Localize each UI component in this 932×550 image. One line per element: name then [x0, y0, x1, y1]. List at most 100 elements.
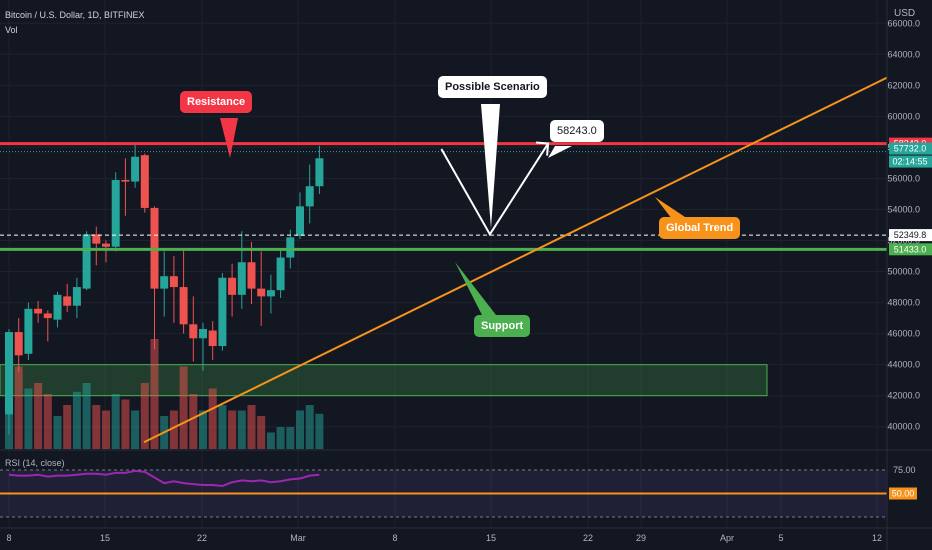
resistance-pointer: [220, 118, 238, 158]
time-tick-label: 5: [778, 533, 783, 543]
time-axis[interactable]: 8 15 22 Mar 8 15 22 29 Apr 5 12: [6, 533, 882, 543]
candle-body: [34, 308, 43, 314]
time-tick-label: 8: [392, 533, 397, 543]
candle-body: [72, 287, 81, 306]
price-badge-label: 52349.8: [894, 230, 927, 240]
volume-bar: [228, 410, 237, 449]
chart-title: Bitcoin / U.S. Dollar, 1D, BITFINEX: [5, 10, 145, 20]
candle-body: [24, 308, 33, 354]
rsi-badge: [889, 487, 917, 500]
candle-body: [121, 180, 130, 182]
time-tick-label: Mar: [290, 533, 306, 543]
grid: [0, 0, 887, 528]
scenario-path: [440, 142, 549, 237]
volume-bar: [102, 410, 110, 449]
rsi-line: [8, 469, 320, 487]
candle-body: [247, 262, 256, 289]
candle-body: [189, 324, 198, 339]
time-tick-label: 22: [583, 533, 593, 543]
price-badge-label: 51433.0: [894, 244, 927, 254]
rsi-badge-label: 50.00: [892, 489, 915, 499]
price-tick-label: 40000.0: [887, 422, 920, 432]
price-tick-label: 60000.0: [887, 111, 920, 121]
volume-bar: [121, 399, 130, 449]
price-tick-label: 62000.0: [887, 80, 920, 90]
global-trend-line: [143, 76, 888, 444]
candle-body: [102, 243, 110, 247]
candle-body: [208, 330, 217, 347]
volume-label: Vol: [5, 25, 18, 35]
price-tick-label: 48000.0: [887, 298, 920, 308]
candle-body: [131, 156, 140, 182]
volume-bar: [169, 410, 178, 449]
time-tick-label: Apr: [720, 533, 734, 543]
candle-body: [92, 234, 101, 244]
target-pointer: [548, 146, 572, 158]
candle-body: [63, 296, 72, 306]
candle-body: [5, 332, 13, 415]
price-tick-label: 54000.0: [887, 204, 920, 214]
time-tick-label: 12: [872, 533, 882, 543]
candle-body: [53, 294, 62, 320]
price-tick-label: 44000.0: [887, 360, 920, 370]
volume-bar: [276, 427, 285, 449]
possible-scenario-label: Possible Scenario: [438, 76, 547, 98]
candle-body: [228, 277, 237, 295]
time-tick-label: 15: [486, 533, 496, 543]
volume-bar: [140, 383, 149, 449]
candle-body: [257, 288, 266, 297]
candle-body: [160, 276, 169, 289]
volume-bar: [305, 405, 314, 449]
support-pointer: [455, 262, 496, 315]
time-tick-label: 22: [197, 533, 207, 543]
rsi-panel: [0, 449, 932, 529]
volume-bar: [63, 405, 72, 449]
drawings: [0, 76, 888, 444]
candle-body: [276, 257, 285, 291]
resistance-label: Resistance: [180, 91, 253, 113]
volume-bar: [189, 394, 198, 449]
candle-body: [218, 277, 227, 347]
volume-bars: [5, 339, 324, 449]
time-tick-label: 29: [636, 533, 646, 543]
volume-bar: [43, 394, 52, 449]
volume-bar: [82, 383, 91, 449]
volume-bar: [24, 388, 33, 449]
candle-body: [140, 155, 149, 208]
price-badge: [889, 142, 932, 155]
price-badge: [889, 229, 932, 242]
candle-body: [43, 313, 52, 319]
volume-bar: [315, 413, 324, 449]
volume-bar: [237, 410, 246, 449]
scenario-pointer: [481, 104, 500, 228]
candle-body: [266, 290, 275, 297]
volume-bar: [92, 405, 101, 449]
rsi-tick-label: 75.00: [893, 465, 916, 475]
volume-bar: [208, 388, 217, 449]
candle-body: [179, 287, 188, 325]
target-price-label: 58243.0: [550, 120, 604, 142]
price-badge: [889, 155, 932, 168]
candle-body: [14, 332, 23, 356]
volume-bar: [286, 427, 295, 449]
volume-bar: [179, 366, 188, 449]
volume-bar: [218, 405, 227, 449]
volume-bar: [34, 383, 43, 449]
candle-body: [286, 237, 295, 258]
price-tick-label: 64000.0: [887, 49, 920, 59]
price-axis[interactable]: 40000.0 42000.0 44000.0 46000.0 48000.0 50000…: [886, 0, 932, 550]
global-trend-label: Global Trend: [659, 217, 741, 239]
price-tick-label: 42000.0: [887, 391, 920, 401]
volume-bar: [150, 339, 159, 449]
price-tick-label: 50000.0: [887, 267, 920, 277]
volume-bar: [257, 416, 266, 449]
price-tick-label: 56000.0: [887, 173, 920, 183]
candle-body: [111, 180, 120, 247]
volume-bar: [296, 410, 304, 449]
candle-body: [169, 276, 178, 288]
currency-label[interactable]: USD: [894, 8, 916, 19]
candle-body: [305, 186, 314, 207]
candle-body: [315, 158, 324, 187]
price-badge: [889, 243, 932, 256]
